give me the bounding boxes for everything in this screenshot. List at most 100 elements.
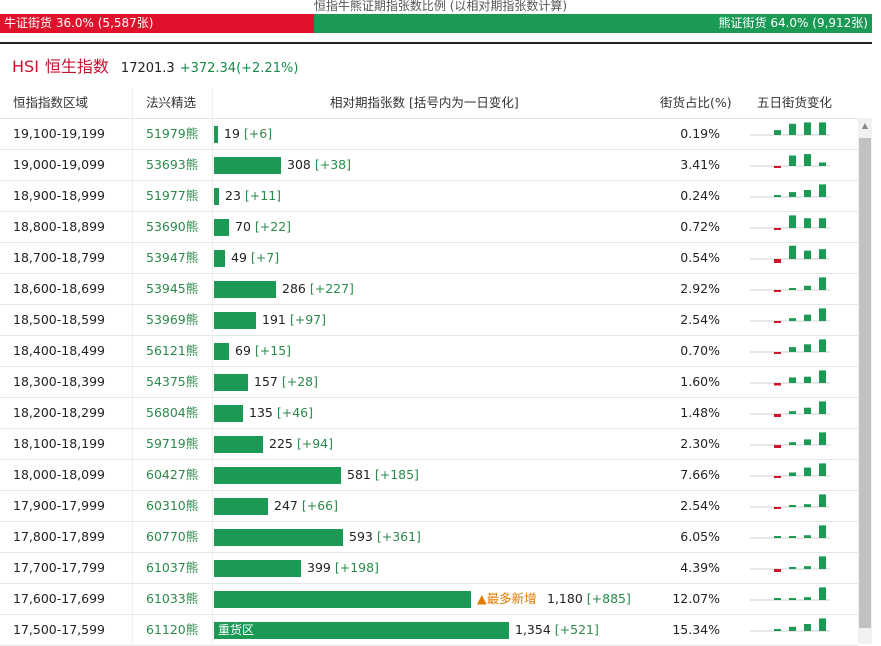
count-value: 247 [+66] (274, 491, 338, 521)
count-value: 19 [+6] (224, 119, 272, 149)
five-day-trend-chart (750, 618, 830, 632)
warrant-code-link[interactable]: 60770熊 (146, 529, 199, 544)
trend-bar (789, 347, 796, 352)
index-range: 17,600-17,699 (13, 591, 105, 606)
count-number: 308 (287, 157, 311, 172)
trend-bar (819, 277, 826, 290)
scroll-up-arrow-icon[interactable]: ▲ (861, 121, 869, 130)
count-bar (214, 591, 471, 608)
five-day-trend-chart (750, 370, 830, 386)
count-delta: [+521] (554, 622, 599, 637)
warrant-code-link[interactable]: 51977熊 (146, 188, 199, 203)
count-delta: [+15] (254, 343, 292, 358)
count-number: 135 (249, 405, 273, 420)
table-row: 18,000-18,099 60427熊 581 [+185] 7.66% (0, 460, 858, 491)
outstanding-pct: 7.66% (680, 467, 720, 482)
index-range: 17,700-17,799 (13, 560, 105, 575)
trend-bar (804, 285, 811, 290)
trend-bar (774, 195, 781, 197)
count-number: 70 (235, 219, 251, 234)
bear-ratio-segment: 熊证街货 64.0% (9,912张) (313, 14, 872, 33)
outstanding-pct: 2.54% (680, 312, 720, 327)
count-delta: [+885] (586, 591, 631, 606)
count-bar (214, 250, 225, 267)
table-row: 18,800-18,899 53690熊 70 [+22] 0.72% (0, 212, 858, 243)
warrant-code-link[interactable]: 56804熊 (146, 405, 199, 420)
count-delta: [+28] (281, 374, 318, 389)
count-value: 593 [+361] (349, 522, 421, 552)
trend-bar (774, 321, 781, 323)
index-change: +372.34(+2.21%) (179, 61, 299, 76)
warrant-code-link[interactable]: 61120熊 (146, 622, 199, 637)
outstanding-pct: 1.60% (680, 374, 720, 389)
outstanding-pct: 2.30% (680, 436, 720, 451)
warrant-code-link[interactable]: 53690熊 (146, 219, 199, 234)
count-bar (214, 281, 276, 298)
five-day-trend-chart (750, 432, 830, 448)
page-title: 恒指牛熊证期指张数比例 (以相对期指张数计算) (313, 0, 568, 13)
outstanding-pct: 15.34% (672, 622, 720, 637)
table-row: 18,100-18,199 59719熊 225 [+94] 2.30% (0, 429, 858, 460)
trend-bar (789, 123, 796, 135)
count-delta: [+94] (296, 436, 333, 451)
count-bar: 重货区 (214, 622, 509, 639)
index-range: 18,200-18,299 (13, 405, 105, 420)
column-separator (132, 88, 133, 646)
table-row: 19,000-19,099 53693熊 308 [+38] 3.41% (0, 150, 858, 181)
trend-bar (804, 504, 811, 507)
warrant-code-link[interactable]: 61033熊 (146, 591, 199, 606)
warrant-code-link[interactable]: 59719熊 (146, 436, 199, 451)
index-range: 18,100-18,199 (13, 436, 105, 451)
count-value: 399 [+198] (307, 553, 379, 583)
trend-bar (819, 308, 826, 321)
vertical-scrollbar[interactable]: ▲ (858, 118, 872, 644)
trend-bar (789, 192, 796, 197)
index-range: 18,000-18,099 (13, 467, 105, 482)
scroll-thumb[interactable] (859, 138, 871, 628)
header-trend: 五日街货变化 (757, 95, 833, 110)
warrant-code-link[interactable]: 54375熊 (146, 374, 199, 389)
count-delta: [+11] (244, 188, 282, 203)
trend-bar (819, 370, 826, 383)
outstanding-pct: 0.19% (680, 126, 720, 141)
count-value: 1,180 [+885] (547, 584, 631, 614)
count-bar (214, 374, 248, 391)
index-range: 17,500-17,599 (13, 622, 105, 637)
count-value: 308 [+38] (287, 150, 351, 180)
count-number: 581 (347, 467, 371, 482)
index-range: 18,300-18,399 (13, 374, 105, 389)
warrant-code-link[interactable]: 53945熊 (146, 281, 199, 296)
warrant-code-link[interactable]: 56121熊 (146, 343, 199, 358)
warrant-code-link[interactable]: 61037熊 (146, 560, 199, 575)
trend-bar (789, 245, 796, 259)
index-range: 17,900-17,999 (13, 498, 105, 513)
count-value: 49 [+7] (231, 243, 279, 273)
bull-bear-ratio-bar: 牛证街货 36.0% (5,587张) 熊证街货 64.0% (9,912张) (0, 14, 872, 33)
trend-bar (819, 556, 826, 569)
count-number: 225 (269, 436, 293, 451)
count-value: 135 [+46] (249, 398, 313, 428)
warrant-code-link[interactable]: 53693熊 (146, 157, 199, 172)
five-day-trend-chart (750, 339, 830, 354)
warrant-code-link[interactable]: 60310熊 (146, 498, 199, 513)
warrant-code-link[interactable]: 53947熊 (146, 250, 199, 265)
trend-bar (774, 507, 781, 509)
warrant-code-link[interactable]: 51979熊 (146, 126, 199, 141)
most-added-badge: ▲最多新增 (477, 591, 537, 606)
trend-bar (789, 411, 796, 414)
trend-bar (774, 414, 781, 417)
trend-bar (804, 344, 811, 352)
trend-bar (819, 184, 826, 197)
count-bar (214, 498, 268, 515)
warrant-code-link[interactable]: 60427熊 (146, 467, 199, 482)
five-day-trend-chart (750, 556, 830, 572)
count-delta: [+22] (254, 219, 292, 234)
trend-bar (789, 155, 796, 166)
outstanding-pct: 6.05% (680, 529, 720, 544)
warrant-code-link[interactable]: 53969熊 (146, 312, 199, 327)
index-code: HSI (12, 57, 39, 76)
trend-bar (804, 218, 811, 228)
trend-bar (789, 505, 796, 507)
count-bar (214, 467, 341, 484)
trend-bar (804, 597, 811, 600)
